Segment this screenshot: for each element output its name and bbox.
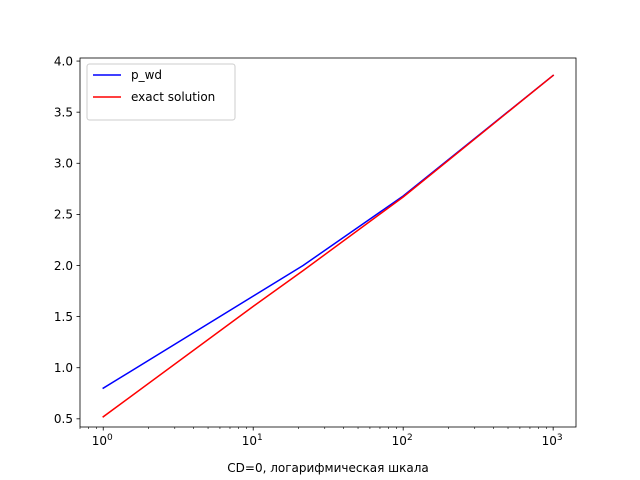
y-tick-label: 2.0 [54, 259, 73, 273]
legend-label-2: exact solution [131, 90, 215, 104]
plot-frame [79, 57, 577, 428]
y-tick-label: 4.0 [54, 54, 73, 68]
y-tick-label: 3.0 [54, 157, 73, 171]
series-layer [102, 74, 555, 418]
x-axis: 100 101 102 103 [79, 427, 563, 448]
x-tick-label: 100 [92, 433, 113, 448]
legend-box [86, 63, 236, 121]
y-tick-label: 1.5 [54, 310, 73, 324]
x-axis-label: CD=0, логарифмическая шкала [227, 461, 428, 475]
series-line-1 [102, 74, 555, 390]
legend-label-1: p_wd [131, 68, 162, 82]
y-tick-label: 3.5 [54, 105, 73, 119]
y-axis: 0.5 1.0 1.5 2.0 2.5 3.0 3.5 4.0 [54, 54, 80, 426]
y-tick-label: 0.5 [54, 412, 73, 426]
x-tick-label: 102 [392, 433, 413, 448]
x-tick-label: 103 [542, 433, 563, 448]
y-tick-label: 1.0 [54, 361, 73, 375]
series-line-2 [102, 74, 555, 418]
y-tick-label: 2.5 [54, 208, 73, 222]
x-tick-label: 101 [242, 433, 263, 448]
